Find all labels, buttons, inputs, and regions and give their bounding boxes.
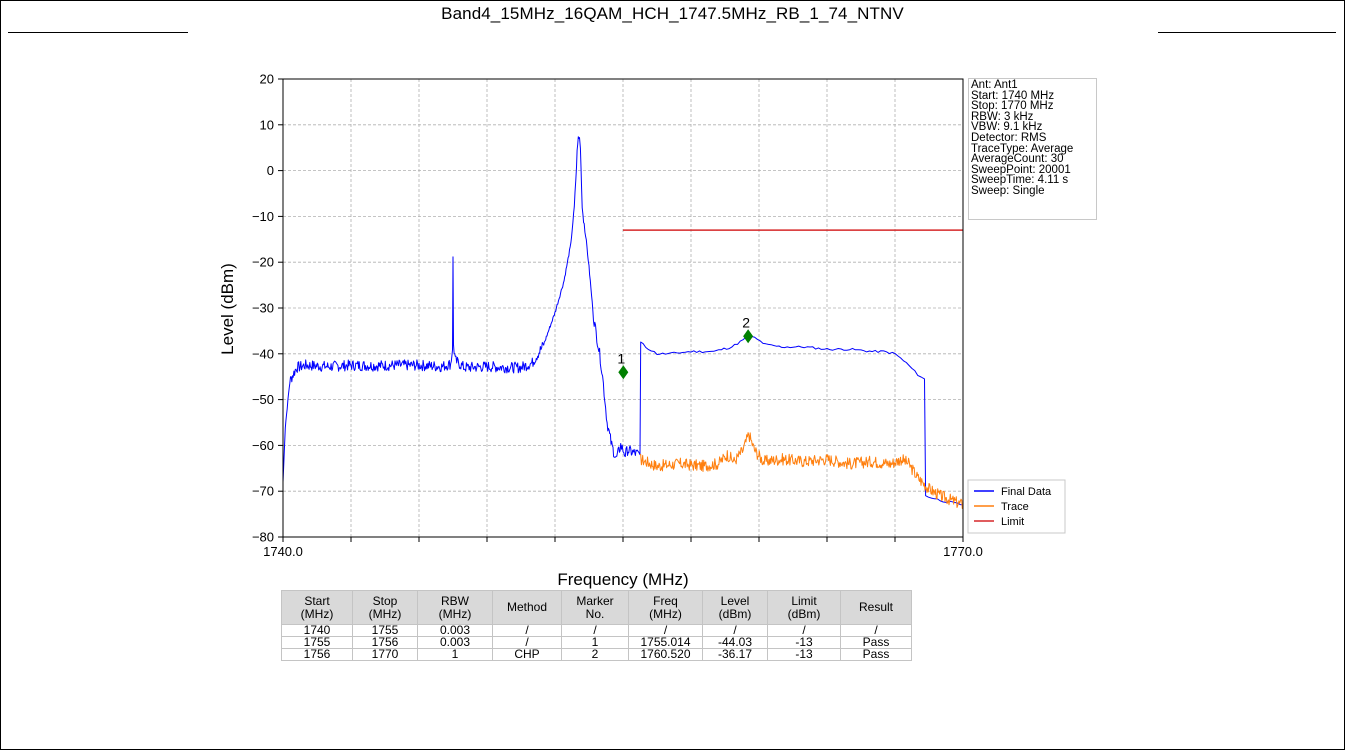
setting-sweep: Sweep: Single — [971, 184, 1045, 197]
series-layer — [282, 136, 964, 509]
x-tick-label: 1740.0 — [263, 544, 303, 559]
x-tick-label: 1770.0 — [943, 544, 983, 559]
setting-sweep-time: SweepTime: 4.11 s — [971, 174, 1069, 187]
series-final-data — [282, 136, 964, 506]
series-trace — [639, 432, 964, 509]
header-rbw: RBW (MHz) — [417, 590, 493, 625]
setting-stop: Stop: 1770 MHz — [971, 100, 1054, 113]
cell-method: CHP — [492, 648, 562, 661]
cell-rbw: 0.003 — [417, 624, 493, 637]
y-tick-label: 0 — [267, 163, 274, 178]
table-row: 1756 1770 1 CHP 2 1760.520 -36.17 -13 Pa… — [281, 648, 912, 661]
y-tick-label: −10 — [252, 209, 274, 224]
cell-result: Pass — [840, 636, 912, 649]
legend-label-limit: Limit — [1001, 516, 1024, 528]
title-rule-right — [1158, 32, 1336, 33]
legend: Final Data Trace Limit — [967, 479, 1066, 534]
cell-result: Pass — [840, 648, 912, 661]
header-marker-no: Marker No. — [561, 590, 629, 625]
cell-start: 1755 — [281, 636, 353, 649]
table-row: 1740 1755 0.003 / / / / / / — [281, 624, 912, 637]
table-header-row: Start (MHz) Stop (MHz) RBW (MHz) Method … — [281, 590, 912, 625]
legend-label-trace: Trace — [1001, 501, 1029, 513]
y-tick-label: 10 — [260, 117, 274, 132]
y-tick-label: −40 — [252, 346, 274, 361]
y-tick-label: 20 — [260, 72, 274, 87]
y-tick-label: −20 — [252, 255, 274, 270]
y-tick-label: −70 — [252, 484, 274, 499]
header-start: Start (MHz) — [281, 590, 353, 625]
cell-rbw: 0.003 — [417, 636, 493, 649]
marker-2-diamond — [743, 329, 754, 344]
marker-layer: 12 — [617, 314, 754, 380]
setting-rbw: RBW: 3 kHz — [971, 110, 1034, 123]
cell-stop: 1756 — [352, 636, 418, 649]
title-rule-left — [8, 32, 188, 33]
header-freq: Freq (MHz) — [628, 590, 703, 625]
header-level: Level (dBm) — [702, 590, 768, 625]
cell-freq: 1755.014 — [628, 636, 703, 649]
x-axis-label: Frequency (MHz) — [557, 570, 688, 589]
table-row: 1755 1756 0.003 / 1 1755.014 -44.03 -13 … — [281, 636, 912, 649]
header-stop: Stop (MHz) — [352, 590, 418, 625]
y-tick-label: −30 — [252, 301, 274, 316]
setting-vbw: VBW: 9.1 kHz — [971, 121, 1043, 134]
y-axis-label: Level (dBm) — [218, 263, 237, 355]
cell-level: -36.17 — [702, 648, 768, 661]
cell-level: -44.03 — [702, 636, 768, 649]
cell-freq: 1760.520 — [628, 648, 703, 661]
cell-stop: 1770 — [352, 648, 418, 661]
cell-limit: -13 — [767, 648, 841, 661]
y-tick-label: −80 — [252, 530, 274, 545]
header-limit: Limit (dBm) — [767, 590, 841, 625]
measurement-settings-box: Ant: Ant1 Start: 1740 MHz Stop: 1770 MHz… — [968, 78, 1097, 220]
setting-sweep-point: SweepPoint: 20001 — [971, 163, 1071, 176]
y-tick-label: −50 — [252, 392, 274, 407]
setting-detector: Detector: RMS — [971, 131, 1047, 144]
results-table: Start (MHz) Stop (MHz) RBW (MHz) Method … — [281, 590, 912, 661]
setting-average-count: AverageCount: 30 — [971, 153, 1064, 166]
y-tick-label: −60 — [252, 438, 274, 453]
header-result: Result — [840, 590, 912, 625]
cell-start: 1756 — [281, 648, 353, 661]
setting-trace-type: TraceType: Average — [971, 142, 1074, 155]
marker-1-label: 1 — [617, 350, 625, 366]
cell-rbw: 1 — [417, 648, 493, 661]
legend-label-final-data: Final Data — [1001, 486, 1052, 498]
grid-lines — [282, 78, 964, 538]
setting-start: Start: 1740 MHz — [971, 89, 1055, 102]
setting-antenna: Ant: Ant1 — [971, 79, 1018, 91]
header-method: Method — [492, 590, 562, 625]
cell-marker-no: 2 — [561, 648, 629, 661]
page-title: Band4_15MHz_16QAM_HCH_1747.5MHz_RB_1_74_… — [441, 4, 904, 23]
marker-2-label: 2 — [742, 314, 750, 330]
marker-1-diamond — [618, 365, 629, 380]
